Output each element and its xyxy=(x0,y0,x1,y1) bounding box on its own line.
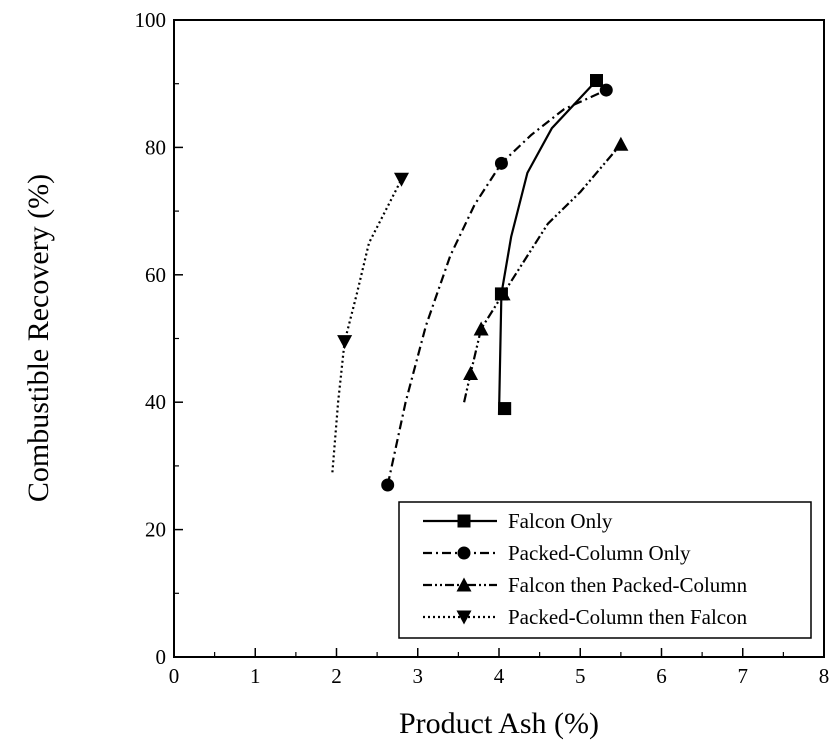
legend-label: Falcon then Packed-Column xyxy=(508,573,748,597)
y-axis-ticks: 0 20 40 60 80 100 xyxy=(135,8,183,669)
x-tick-label: 8 xyxy=(819,664,830,688)
legend-entry: Falcon Only xyxy=(423,509,613,533)
x-axis-title: Product Ash (%) xyxy=(399,707,599,740)
series-line xyxy=(463,143,622,403)
legend-label: Packed-Column Only xyxy=(508,541,691,565)
data-point xyxy=(473,321,489,336)
x-tick-label: 2 xyxy=(331,664,342,688)
series-line xyxy=(331,178,403,473)
series-3 xyxy=(331,172,409,473)
series-1 xyxy=(381,83,613,492)
legend-entry: Packed-Column Only xyxy=(423,541,691,565)
series-layer xyxy=(331,74,629,492)
x-tick-label: 7 xyxy=(738,664,749,688)
series-0 xyxy=(494,74,603,416)
legend-marker xyxy=(457,514,471,528)
series-line xyxy=(497,79,598,415)
x-tick-label: 3 xyxy=(413,664,424,688)
legend-items: Falcon Only Packed-Column Only Falcon then… xyxy=(423,509,748,629)
x-axis-ticks: 0 1 2 3 4 5 6 7 8 xyxy=(169,648,830,688)
data-point xyxy=(498,402,512,416)
y-tick-label: 20 xyxy=(145,518,166,542)
data-point xyxy=(463,366,479,381)
x-tick-label: 0 xyxy=(169,664,180,688)
series-2 xyxy=(463,136,629,403)
data-point xyxy=(337,335,353,350)
data-point xyxy=(394,172,409,187)
y-tick-label: 80 xyxy=(145,135,166,159)
legend: Falcon Only Packed-Column Only Falcon then… xyxy=(398,501,812,639)
y-axis-title: Combustible Recovery (%) xyxy=(22,174,55,502)
data-point xyxy=(495,286,511,301)
data-point xyxy=(613,136,629,151)
y-tick-label: 40 xyxy=(145,390,166,414)
data-point xyxy=(381,478,395,492)
y-tick-label: 60 xyxy=(145,263,166,287)
data-point xyxy=(590,74,603,88)
x-tick-label: 5 xyxy=(575,664,586,688)
series-line xyxy=(386,89,607,486)
legend-marker xyxy=(457,546,471,560)
data-point xyxy=(599,83,613,97)
x-tick-label: 1 xyxy=(250,664,261,688)
y-tick-label: 0 xyxy=(156,645,167,669)
y-tick-label: 100 xyxy=(135,8,167,32)
legend-entry: Falcon then Packed-Column xyxy=(423,573,748,597)
legend-marker xyxy=(456,610,472,625)
data-point xyxy=(494,156,508,170)
x-tick-label: 6 xyxy=(656,664,667,688)
legend-label: Packed-Column then Falcon xyxy=(508,605,748,629)
x-tick-label: 4 xyxy=(494,664,505,688)
legend-marker xyxy=(456,577,472,592)
legend-entry: Packed-Column then Falcon xyxy=(423,605,748,629)
legend-label: Falcon Only xyxy=(508,509,613,533)
